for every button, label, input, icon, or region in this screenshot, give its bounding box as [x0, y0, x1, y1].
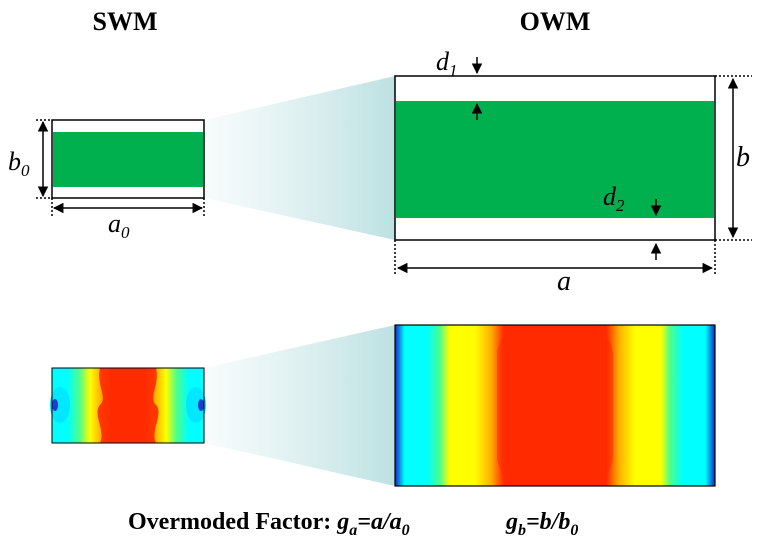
d1-label: d1 [436, 47, 458, 80]
owm-field-plot [394, 324, 716, 487]
b0-label: b0 [8, 147, 30, 180]
swm-cross-section [36, 119, 205, 216]
swm-dielectric [53, 132, 203, 187]
owm-dielectric [396, 101, 714, 218]
owm-field-border [394, 324, 716, 487]
swm-field-border [51, 367, 205, 444]
a0-label: a0 [108, 209, 130, 242]
d2-label: d2 [603, 182, 625, 215]
swm-title: SWM [93, 7, 158, 36]
swm-field-node-right [198, 399, 204, 411]
swm-field-lobe-left [50, 387, 70, 423]
swm-field-node-left [52, 399, 58, 411]
b-label: b [736, 142, 750, 173]
owm-title: OWM [520, 7, 591, 36]
owm-field-core [497, 325, 613, 486]
a-label: a [557, 266, 571, 297]
swm-field-core [97, 368, 159, 443]
overmoded-factor-formula: Overmoded Factor: ga=a/a0 gb=b/b0 [128, 509, 578, 539]
projection-wedge-top [204, 76, 395, 240]
swm-field-plot [50, 367, 206, 444]
swm-field-lobe-right [186, 387, 206, 423]
projection-wedge-bottom [204, 325, 395, 486]
owm-cross-section [394, 57, 752, 276]
